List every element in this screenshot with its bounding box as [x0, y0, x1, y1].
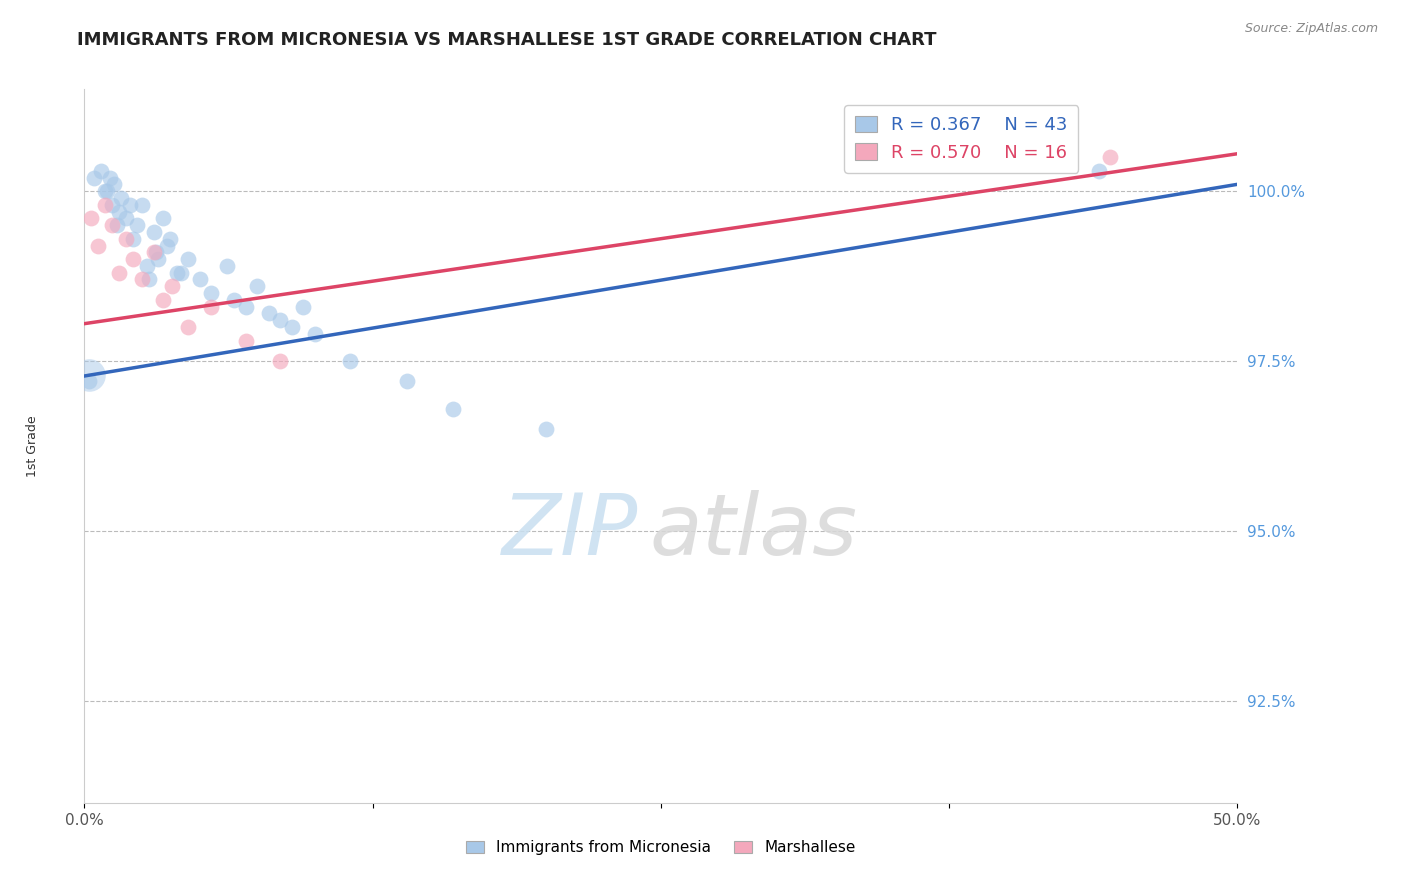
Point [1099, 150, 1122, 164]
Point [96, 184, 118, 198]
Point [94, 198, 117, 212]
Point [170, 266, 193, 280]
Text: 1st Grade: 1st Grade [25, 415, 39, 477]
Point [217, 259, 239, 273]
Point [177, 252, 200, 266]
Legend: Immigrants from Micronesia, Marshallese: Immigrants from Micronesia, Marshallese [458, 832, 863, 863]
Point [110, 191, 132, 205]
Point [115, 232, 138, 246]
Point [152, 293, 174, 307]
Point [246, 279, 269, 293]
Point [235, 334, 257, 348]
Text: IMMIGRANTS FROM MICRONESIA VS MARSHALLESE 1ST GRADE CORRELATION CHART: IMMIGRANTS FROM MICRONESIA VS MARSHALLES… [77, 31, 936, 49]
Point [121, 252, 143, 266]
Point [281, 320, 304, 334]
Point [135, 259, 157, 273]
Point [98, 170, 121, 185]
Point [142, 225, 165, 239]
Point [89, 163, 111, 178]
Point [138, 272, 160, 286]
Point [120, 198, 142, 212]
Point [105, 218, 128, 232]
Point [224, 293, 246, 307]
Point [304, 326, 326, 341]
Point [156, 238, 179, 252]
Text: atlas: atlas [650, 490, 858, 574]
Point [292, 300, 315, 314]
Point [101, 218, 124, 232]
Point [152, 211, 174, 226]
Point [108, 266, 131, 280]
Point [177, 320, 200, 334]
Point [145, 245, 167, 260]
Point [339, 354, 361, 368]
Point [200, 286, 222, 301]
Point [121, 232, 143, 246]
Point [160, 279, 183, 293]
Point [101, 198, 124, 212]
Point [94, 184, 117, 198]
Point [115, 211, 138, 226]
Point [77, 368, 100, 382]
Text: ZIP: ZIP [502, 490, 638, 574]
Point [131, 272, 153, 286]
Point [146, 252, 169, 266]
Point [87, 238, 110, 252]
Point [188, 272, 211, 286]
Text: Source: ZipAtlas.com: Source: ZipAtlas.com [1244, 22, 1378, 36]
Point [534, 422, 557, 436]
Point [127, 218, 149, 232]
Point [269, 313, 291, 327]
Point [80, 211, 103, 226]
Point [83, 170, 105, 185]
Point [142, 245, 165, 260]
Point [257, 306, 280, 320]
Point [103, 178, 125, 192]
Point [77, 375, 100, 389]
Point [235, 300, 257, 314]
Point [396, 375, 419, 389]
Point [159, 232, 181, 246]
Point [269, 354, 291, 368]
Point [131, 198, 153, 212]
Point [200, 300, 222, 314]
Point [166, 266, 188, 280]
Point [441, 401, 464, 416]
Point [1088, 163, 1111, 178]
Point [108, 204, 131, 219]
